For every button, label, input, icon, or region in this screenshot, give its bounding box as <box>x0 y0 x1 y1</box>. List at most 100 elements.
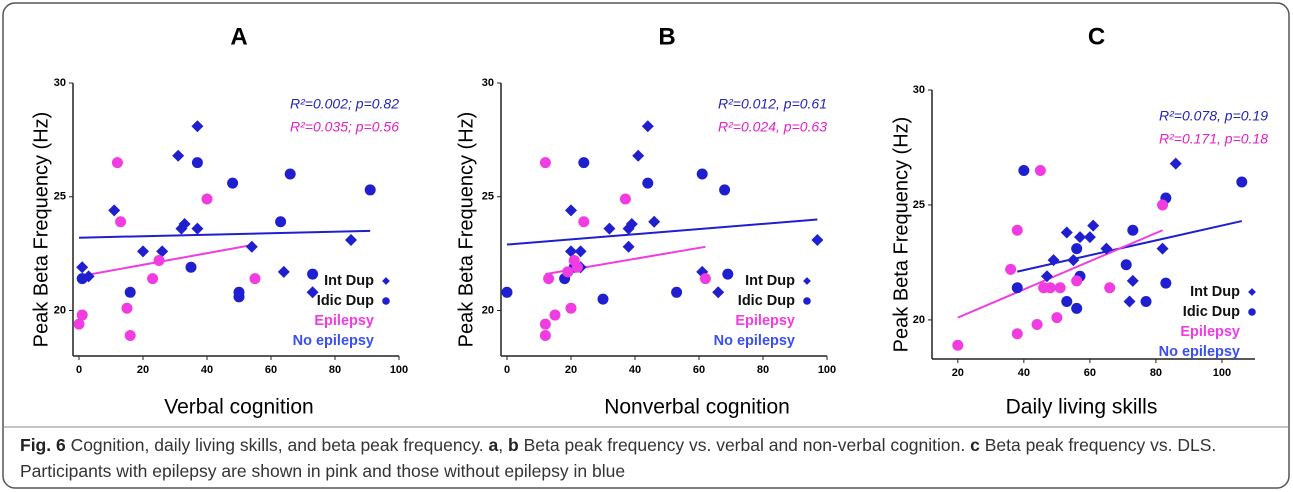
point <box>1126 274 1139 287</box>
point <box>1073 231 1086 244</box>
x-axis-label: Verbal cognition <box>164 396 313 419</box>
x-tick-label: 0 <box>76 364 82 376</box>
point <box>1011 282 1023 294</box>
point <box>565 302 577 314</box>
caption-text: Beta peak frequency vs. verbal and non-v… <box>518 435 971 455</box>
legend-label: Int Dup <box>745 273 795 289</box>
caption-text: Beta peak frequency vs. DLS. Participant… <box>20 435 1222 481</box>
legend-label: Int Dup <box>324 273 374 289</box>
legend-label: No epilepsy <box>293 333 374 349</box>
x-tick-label: 100 <box>1213 367 1231 379</box>
legend-label: Epilepsy <box>314 313 374 329</box>
x-tick-label: 40 <box>201 364 213 376</box>
point <box>642 177 654 189</box>
y-tick-label: 25 <box>913 199 925 211</box>
caption-text: a <box>488 435 499 455</box>
point <box>76 273 88 285</box>
point <box>201 193 213 205</box>
point <box>76 261 89 274</box>
y-tick-label: 30 <box>54 77 66 89</box>
point <box>648 215 661 228</box>
point <box>153 254 165 266</box>
point <box>1047 254 1060 267</box>
trend-line <box>957 229 1163 319</box>
point <box>625 218 638 231</box>
point <box>632 149 645 162</box>
caption-text: Cognition, daily living skills, and beta… <box>65 435 489 455</box>
point <box>578 216 590 228</box>
point <box>712 286 725 299</box>
point <box>172 149 185 162</box>
point <box>1011 328 1023 340</box>
point <box>124 286 136 298</box>
point <box>1087 219 1100 232</box>
legend-label: Int Dup <box>1190 284 1240 300</box>
point <box>501 286 513 298</box>
point <box>578 157 590 169</box>
point <box>722 268 734 280</box>
point <box>565 204 577 217</box>
legend-marker <box>382 277 390 285</box>
point <box>1060 226 1073 239</box>
annotation: R²=0.002; p=0.82 <box>290 96 399 112</box>
point <box>233 291 245 303</box>
point <box>147 273 159 285</box>
point <box>1018 164 1030 176</box>
point <box>811 233 824 246</box>
point <box>696 168 708 180</box>
annotation: R²=0.171, p=0.18 <box>1159 131 1268 147</box>
legend-marker <box>803 277 811 285</box>
point <box>76 309 88 321</box>
y-tick-label: 20 <box>54 304 66 316</box>
point <box>1051 312 1063 324</box>
point <box>1011 224 1023 236</box>
x-tick-label: 20 <box>952 367 964 379</box>
point <box>1120 259 1132 271</box>
chart-title: B <box>658 23 675 50</box>
point <box>1061 296 1073 308</box>
caption-text: c <box>970 435 980 455</box>
point <box>156 245 169 258</box>
point <box>364 184 376 196</box>
legend-marker <box>1248 288 1256 296</box>
legend-label: Idic Dup <box>1183 304 1240 320</box>
point <box>111 157 123 169</box>
point <box>539 157 551 169</box>
point <box>73 318 85 330</box>
x-tick-label: 40 <box>1018 367 1030 379</box>
point <box>1156 242 1169 255</box>
point <box>641 120 654 133</box>
point <box>603 222 616 235</box>
point <box>227 177 239 189</box>
x-tick-label: 60 <box>693 364 705 376</box>
point <box>597 293 609 305</box>
point <box>1044 282 1056 294</box>
point <box>121 302 133 314</box>
point <box>191 120 204 133</box>
legend-label: No epilepsy <box>1159 344 1240 360</box>
annotation: R²=0.035; p=0.56 <box>290 119 399 135</box>
point <box>1169 157 1182 170</box>
x-tick-label: 80 <box>1150 367 1162 379</box>
caption-text: b <box>508 435 519 455</box>
point <box>1054 282 1066 294</box>
point <box>277 265 290 278</box>
caption-text: Fig. 6 <box>20 435 66 455</box>
trend-line <box>78 229 371 239</box>
legend-label: Idic Dup <box>738 293 795 309</box>
point <box>306 286 319 299</box>
y-tick-label: 25 <box>54 191 66 203</box>
point <box>549 309 561 321</box>
caption-text: , <box>498 435 509 455</box>
legend-label: Epilepsy <box>1180 324 1240 340</box>
point <box>345 233 357 246</box>
x-tick-label: 100 <box>390 364 408 376</box>
y-tick-label: 25 <box>482 191 494 203</box>
y-axis-label: Peak Beta Frequency (Hz) <box>890 117 912 353</box>
point <box>1127 224 1139 236</box>
point <box>1083 231 1096 244</box>
legend-label: No epilepsy <box>714 333 795 349</box>
point <box>619 193 631 205</box>
